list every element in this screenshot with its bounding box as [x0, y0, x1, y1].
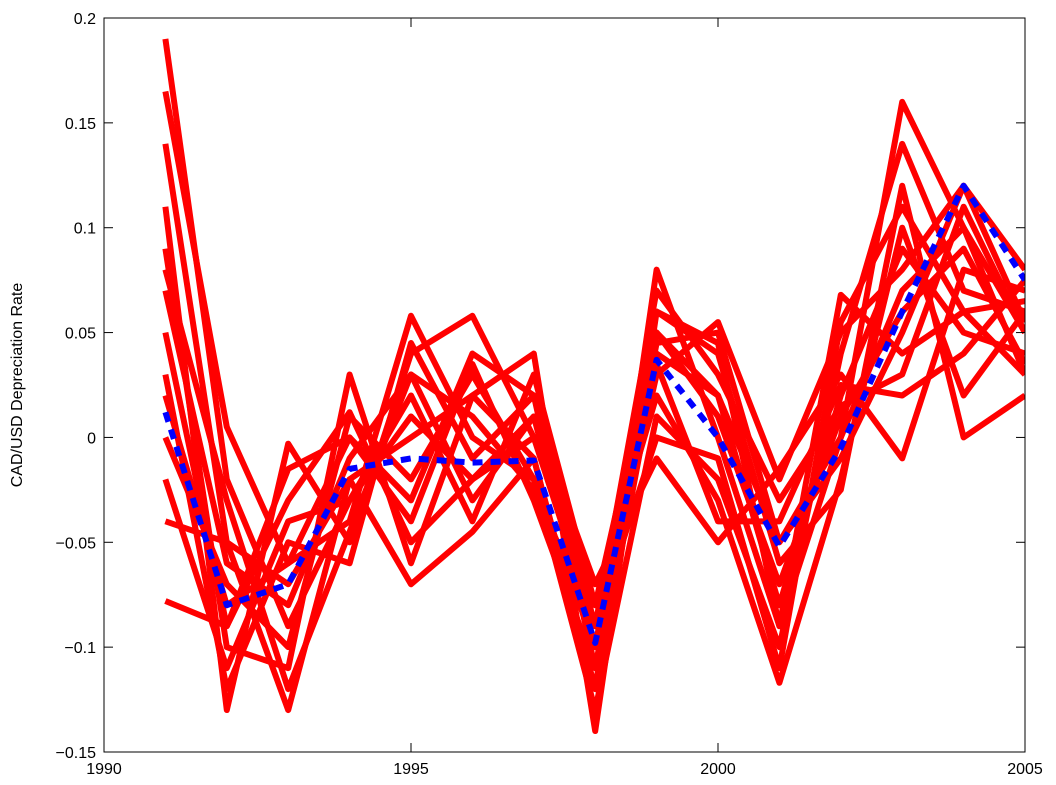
y-tick-label: −0.15	[56, 745, 97, 762]
y-tick-label: 0.2	[74, 11, 96, 28]
series-line	[164, 224, 1025, 651]
series-line	[162, 182, 1025, 672]
plot-area	[162, 38, 1025, 735]
x-tick-label: 2005	[1007, 761, 1043, 778]
x-tick-label: 1995	[393, 761, 429, 778]
y-tick-label: −0.05	[56, 535, 97, 552]
y-tick-label: 0.05	[65, 326, 96, 343]
y-tick-label: 0	[87, 430, 96, 447]
mean-line	[162, 182, 1025, 646]
series-line	[162, 140, 1025, 714]
axes-box	[103, 17, 1026, 753]
y-axis-label: CAD/USD Depreciation Rate	[9, 283, 26, 488]
series-line	[162, 203, 1025, 693]
y-tick-label: −0.1	[64, 640, 96, 657]
y-tick-label: 0.15	[65, 116, 96, 133]
x-tick-label: 1990	[86, 761, 122, 778]
y-tick-label: 0.1	[74, 221, 96, 238]
x-tick-label: 2000	[700, 761, 736, 778]
series-line	[162, 266, 1025, 609]
